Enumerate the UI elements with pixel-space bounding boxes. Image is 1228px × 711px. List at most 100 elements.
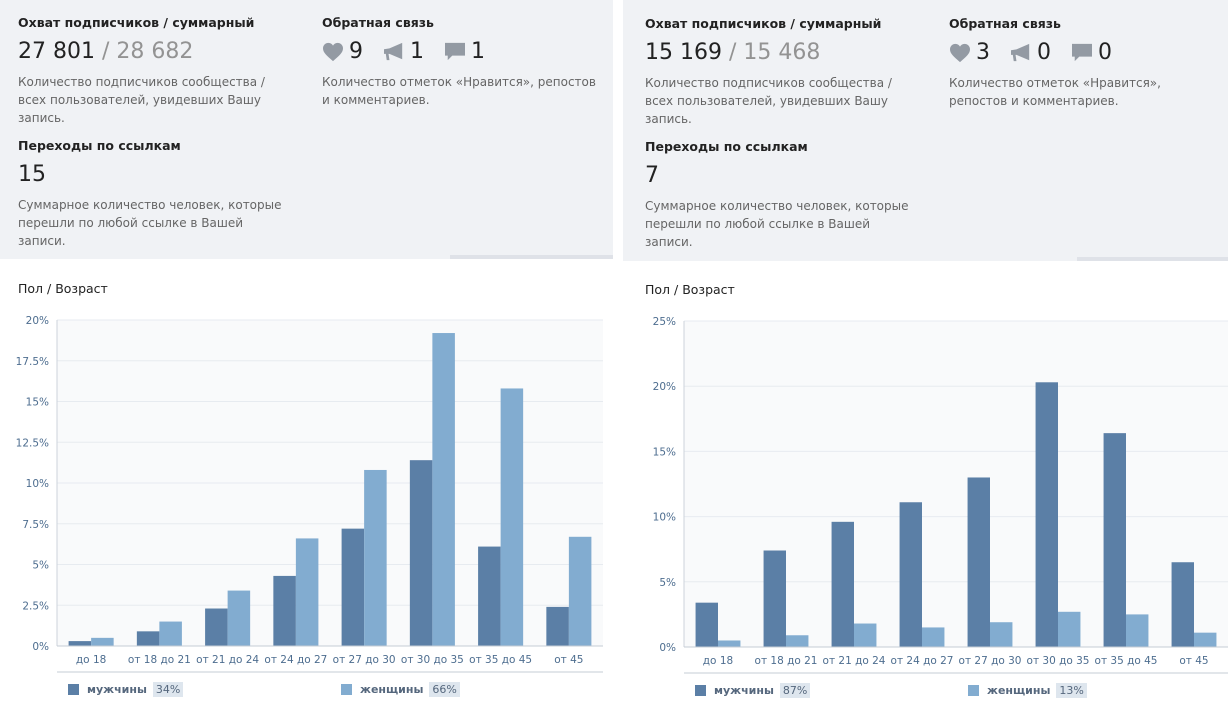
links-value: 7 [645, 163, 659, 188]
bar-female [432, 333, 455, 646]
legend-female-percent: 66% [429, 682, 460, 697]
reposts-counter: 0 [1010, 40, 1051, 66]
reach-values: 15 169 / 15 468 [645, 40, 920, 66]
x-category-label: от 30 до 35 [401, 654, 464, 666]
y-tick-label: 15% [26, 397, 49, 409]
x-category-label: от 27 до 30 [333, 654, 396, 666]
bar-female [91, 637, 114, 646]
bar-female [990, 622, 1013, 647]
bar-male [341, 528, 365, 646]
bar-male [68, 641, 92, 646]
legend-male-percent: 34% [152, 682, 184, 697]
bar-female [364, 469, 387, 646]
legend-male-percent: 87% [779, 683, 811, 698]
reposts-counter: 1 [383, 39, 424, 65]
reach-separator: / [721, 40, 744, 65]
bar-female [1194, 632, 1217, 647]
legend-female-percent: 13% [1056, 683, 1087, 698]
legend-male[interactable]: мужчины 87% [695, 683, 811, 698]
legend-male-label: мужчины [714, 684, 774, 697]
legend-female[interactable]: женщины 13% [968, 683, 1087, 698]
bar-male [967, 477, 990, 647]
reach-block: Охват подписчиков / суммарный 27 801 / 2… [18, 15, 293, 127]
bar-female [786, 635, 809, 647]
gender-age-chart: 0% 5% 10% 15% 20% 25% до 18 от 18 до 21 от 21 до… [653, 316, 1228, 674]
y-tick-label: 0% [659, 642, 676, 654]
bar-male [695, 602, 718, 647]
bar-male [546, 606, 569, 646]
legend-male[interactable]: мужчины 34% [68, 682, 184, 697]
legend-female[interactable]: женщины 66% [341, 682, 460, 697]
feedback-block: Обратная связь 9 1 1 Количество о [322, 15, 602, 109]
feedback-title: Обратная связь [949, 16, 1061, 31]
bar-male [1103, 433, 1126, 647]
y-tick-label: 12.5% [16, 437, 49, 449]
links-description: Суммарное количество человек, которые пе… [645, 199, 909, 249]
reposts-count: 0 [1037, 40, 1051, 65]
stats-divider [1077, 257, 1228, 261]
post-stats-panel-left: Охват подписчиков / суммарный 27 801 / 2… [0, 0, 613, 711]
speech-bubble-icon [1072, 43, 1092, 62]
legend-male-label: мужчины [87, 683, 147, 696]
bar-female [1058, 611, 1081, 647]
chart-title: Пол / Возраст [18, 281, 108, 296]
post-stats-panel-right: Охват подписчиков / суммарный 15 169 / 1… [623, 0, 1228, 711]
bar-male [409, 460, 433, 646]
x-category-label: от 21 до 24 [196, 654, 259, 666]
y-tick-label: 25% [653, 316, 676, 328]
likes-counter: 9 [322, 39, 363, 65]
stats-divider [450, 255, 613, 259]
comments-count: 0 [1098, 40, 1112, 65]
links-value: 15 [18, 162, 46, 187]
y-tick-label: 17.5% [16, 356, 49, 368]
y-tick-label: 10% [653, 512, 676, 524]
megaphone-icon [384, 42, 403, 61]
bar-female [718, 640, 741, 647]
reposts-count: 1 [410, 39, 424, 64]
legend-female-swatch [341, 684, 352, 695]
stats-summary: Охват подписчиков / суммарный 15 169 / 1… [623, 0, 1228, 261]
feedback-counters: 9 1 1 [322, 39, 602, 65]
x-category-label: от 45 [554, 654, 583, 666]
legend-female-swatch [968, 685, 979, 696]
feedback-counters: 3 0 0 [949, 40, 1219, 66]
legend-male-swatch [68, 684, 79, 695]
bar-male [1035, 382, 1058, 647]
feedback-description: Количество отметок «Нравится», репостов … [949, 76, 1161, 108]
likes-count: 9 [349, 39, 363, 64]
bar-male [899, 502, 922, 647]
x-category-label: от 24 до 27 [891, 655, 954, 667]
bar-female [854, 623, 877, 647]
stats-summary: Охват подписчиков / суммарный 27 801 / 2… [0, 0, 613, 259]
links-title: Переходы по ссылкам [645, 139, 808, 154]
bar-male [205, 608, 228, 646]
links-block: Переходы по ссылкам 7 Суммарное количест… [645, 139, 920, 251]
x-category-label: от 21 до 24 [823, 655, 886, 667]
comments-counter: 1 [444, 39, 485, 65]
x-category-label: от 27 до 30 [959, 655, 1022, 667]
reach-title: Охват подписчиков / суммарный [18, 15, 255, 30]
likes-counter: 3 [949, 40, 990, 66]
reach-description: Количество подписчиков сообщества / всех… [18, 75, 265, 125]
bar-male [1171, 562, 1194, 647]
reach-block: Охват подписчиков / суммарный 15 169 / 1… [645, 16, 920, 128]
bar-female [295, 538, 319, 646]
x-category-label: от 18 до 21 [755, 655, 818, 667]
x-category-label: от 24 до 27 [264, 654, 327, 666]
x-category-label: от 45 [1179, 655, 1208, 667]
y-tick-label: 20% [653, 381, 676, 393]
x-category-label: от 35 до 45 [469, 654, 532, 666]
feedback-title: Обратная связь [322, 15, 434, 30]
bar-female [922, 627, 945, 647]
links-block: Переходы по ссылкам 15 Суммарное количес… [18, 138, 293, 250]
x-category-label: от 18 до 21 [128, 654, 191, 666]
reach-separator: / [94, 39, 117, 64]
x-category-label: от 30 до 35 [1027, 655, 1090, 667]
y-tick-label: 7.5% [22, 519, 49, 531]
bar-male [763, 550, 786, 647]
y-tick-label: 0% [32, 641, 49, 653]
bar-male [831, 521, 854, 647]
y-tick-label: 15% [653, 446, 676, 458]
comments-counter: 0 [1071, 40, 1112, 66]
